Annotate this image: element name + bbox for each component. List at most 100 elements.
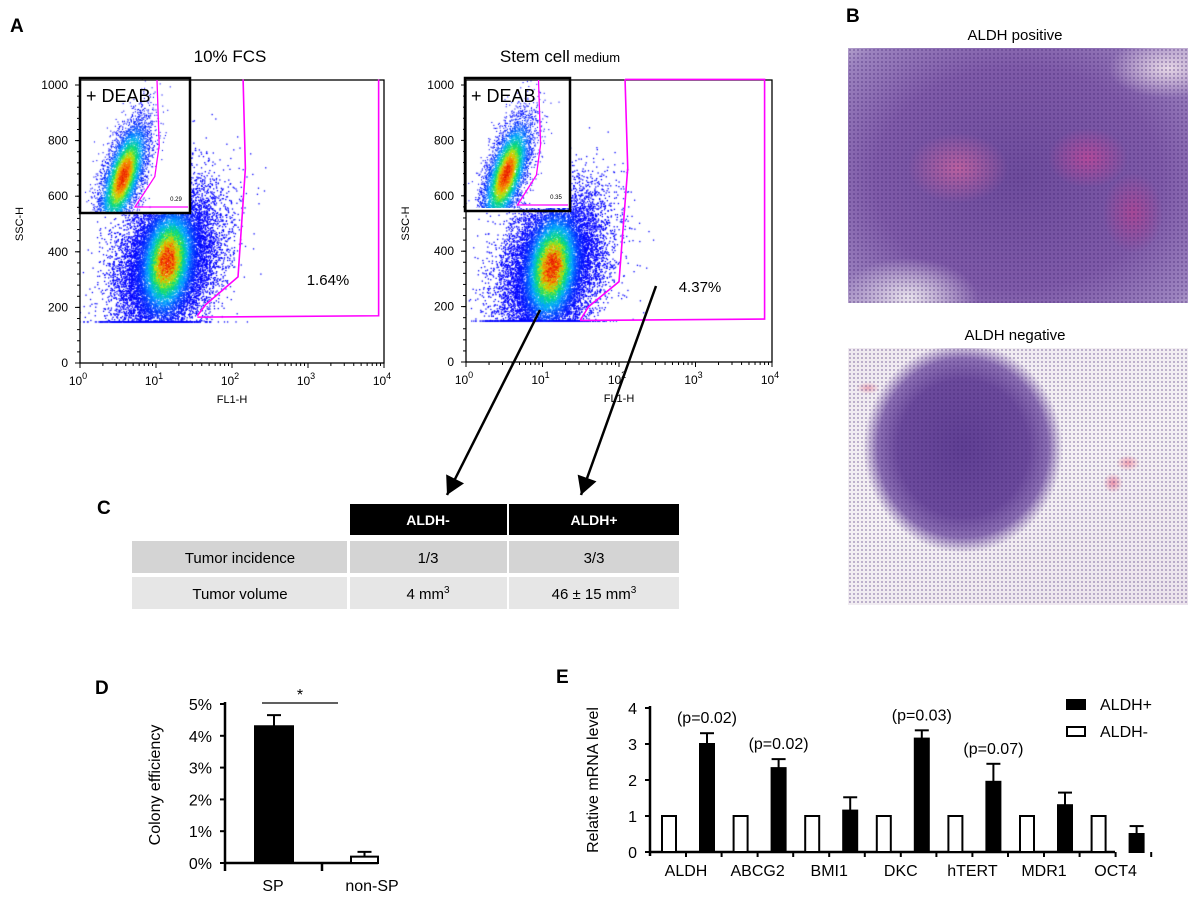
table-row-label-cell — [132, 577, 347, 609]
bar-sp — [254, 725, 294, 865]
p-value-annotation: (p=0.02) — [749, 736, 809, 753]
x-tick-label: ABCG2 — [730, 863, 784, 880]
unit-superscript: 3 — [631, 585, 637, 596]
inset-gate-value: 0.35 — [550, 195, 562, 201]
histology-positive-title: ALDH positive — [967, 27, 1062, 44]
p-value-annotation: (p=0.02) — [677, 710, 737, 727]
x-tick-exponent: 4 — [774, 370, 779, 380]
y-axis-label: SSC-H — [14, 207, 26, 241]
table-row-label: Tumor incidence — [185, 550, 295, 567]
significance-marker: * — [297, 687, 303, 704]
table-header-aldh-neg: ALDH- — [406, 512, 450, 528]
y-tick-label: 4 — [628, 701, 637, 718]
panel-label-c: C — [97, 498, 111, 519]
inset-label: + DEAB — [471, 86, 536, 106]
x-tick-label: DKC — [884, 863, 918, 880]
flow-plot-title: 10% FCS — [194, 47, 267, 66]
x-tick-label: 103 — [297, 371, 315, 388]
bar-aldh-aldh-pos — [699, 743, 715, 853]
bar-oct4-aldh-neg — [1090, 815, 1107, 853]
table-cell — [350, 541, 507, 573]
flow-inset-deab-stem — [466, 78, 569, 208]
gate-region — [580, 78, 766, 322]
y-axis-label: Colony efficiency — [147, 725, 164, 846]
y-tick-label: 0 — [447, 355, 454, 369]
y-tick-label: 600 — [434, 189, 454, 203]
flow-plot-frame — [79, 79, 385, 364]
panel-label-a: A — [10, 16, 24, 37]
histology-image-aldh-negative — [848, 348, 1188, 605]
bar-mdr1-aldh-neg — [1019, 815, 1035, 853]
legend-label: ALDH+ — [1100, 697, 1152, 714]
y-tick-label: 3% — [189, 761, 212, 778]
x-tick-label: SP — [262, 878, 283, 895]
legend-swatch — [1066, 726, 1086, 737]
legend-swatch — [1066, 699, 1086, 710]
inset-gate-value: 0.29 — [170, 197, 182, 203]
y-tick-label: 0 — [61, 356, 68, 370]
arrow-head — [446, 474, 465, 495]
arrow-line — [579, 285, 658, 496]
bar-dkc-aldh-pos — [913, 737, 930, 853]
panel-label-b: B — [846, 6, 860, 27]
table-header-aldh-pos: ALDH+ — [570, 512, 617, 528]
y-tick-label: 400 — [48, 245, 68, 259]
table-value-aldh-neg: 4 mm3 — [406, 585, 450, 603]
x-tick-exponent: 2 — [234, 371, 239, 381]
x-tick-label: 101 — [531, 370, 549, 387]
table-value-aldh-pos: 3/3 — [584, 550, 605, 567]
y-tick-label: 1000 — [427, 78, 454, 92]
x-tick-exponent: 3 — [310, 371, 315, 381]
panel-label-e: E — [556, 667, 569, 688]
p-value-annotation: (p=0.07) — [963, 741, 1023, 758]
histology-image-aldh-positive — [848, 48, 1188, 303]
y-axis-label: SSC-H — [400, 206, 412, 240]
histology-negative-title: ALDH negative — [965, 327, 1066, 344]
x-tick-label: ALDH — [665, 863, 708, 880]
bar-mdr1-aldh-pos — [1057, 804, 1073, 854]
y-tick-label: 400 — [434, 244, 454, 258]
x-tick-label: 100 — [69, 371, 87, 388]
x-tick-label: 104 — [373, 371, 391, 388]
bar-bmi1-aldh-pos — [842, 809, 859, 853]
panel-label-d: D — [95, 678, 109, 699]
bar-abcg2-aldh-neg — [732, 815, 749, 853]
x-axis-label: FL1-H — [217, 394, 248, 406]
table-header-cell — [509, 504, 679, 535]
bar-aldh-aldh-neg — [661, 815, 677, 853]
x-tick-label: 100 — [455, 370, 473, 387]
table-row-label-cell — [132, 541, 347, 573]
x-tick-label: BMI1 — [811, 863, 848, 880]
table-row-label: Tumor volume — [192, 586, 287, 603]
x-tick-label: 103 — [684, 370, 702, 387]
bar-dkc-aldh-neg — [875, 815, 892, 853]
table-cell — [350, 577, 507, 609]
unit-superscript: 3 — [444, 585, 450, 596]
x-tick-label: MDR1 — [1021, 863, 1066, 880]
y-tick-label: 3 — [628, 737, 637, 754]
gate-percent-label: 4.37% — [679, 279, 722, 296]
flow-plot-title: Stem cell medium — [500, 47, 620, 66]
x-tick-exponent: 1 — [158, 371, 163, 381]
table-value-aldh-neg: 1/3 — [418, 550, 439, 567]
y-tick-label: 0% — [189, 856, 212, 873]
flow-plot-title-suffix: medium — [574, 50, 620, 65]
x-tick-exponent: 0 — [82, 371, 87, 381]
inset-gate — [133, 79, 188, 208]
x-tick-label: 102 — [221, 371, 239, 388]
x-tick-exponent: 1 — [545, 370, 550, 380]
y-tick-label: 4% — [189, 729, 212, 746]
y-tick-label: 200 — [48, 300, 68, 314]
table-header-cell — [350, 504, 507, 535]
flow-inset-deab-fcs — [81, 79, 189, 212]
arrow-head — [577, 474, 597, 495]
y-tick-label: 800 — [434, 133, 454, 147]
inset-frame — [78, 76, 192, 215]
y-axis-label: Relative mRNA level — [585, 707, 602, 853]
y-tick-label: 2% — [189, 792, 212, 809]
y-tick-label: 2 — [628, 773, 637, 790]
gate-boundary — [196, 79, 247, 317]
gate-percent-label: 1.64% — [307, 272, 350, 289]
x-tick-exponent: 4 — [386, 371, 391, 381]
